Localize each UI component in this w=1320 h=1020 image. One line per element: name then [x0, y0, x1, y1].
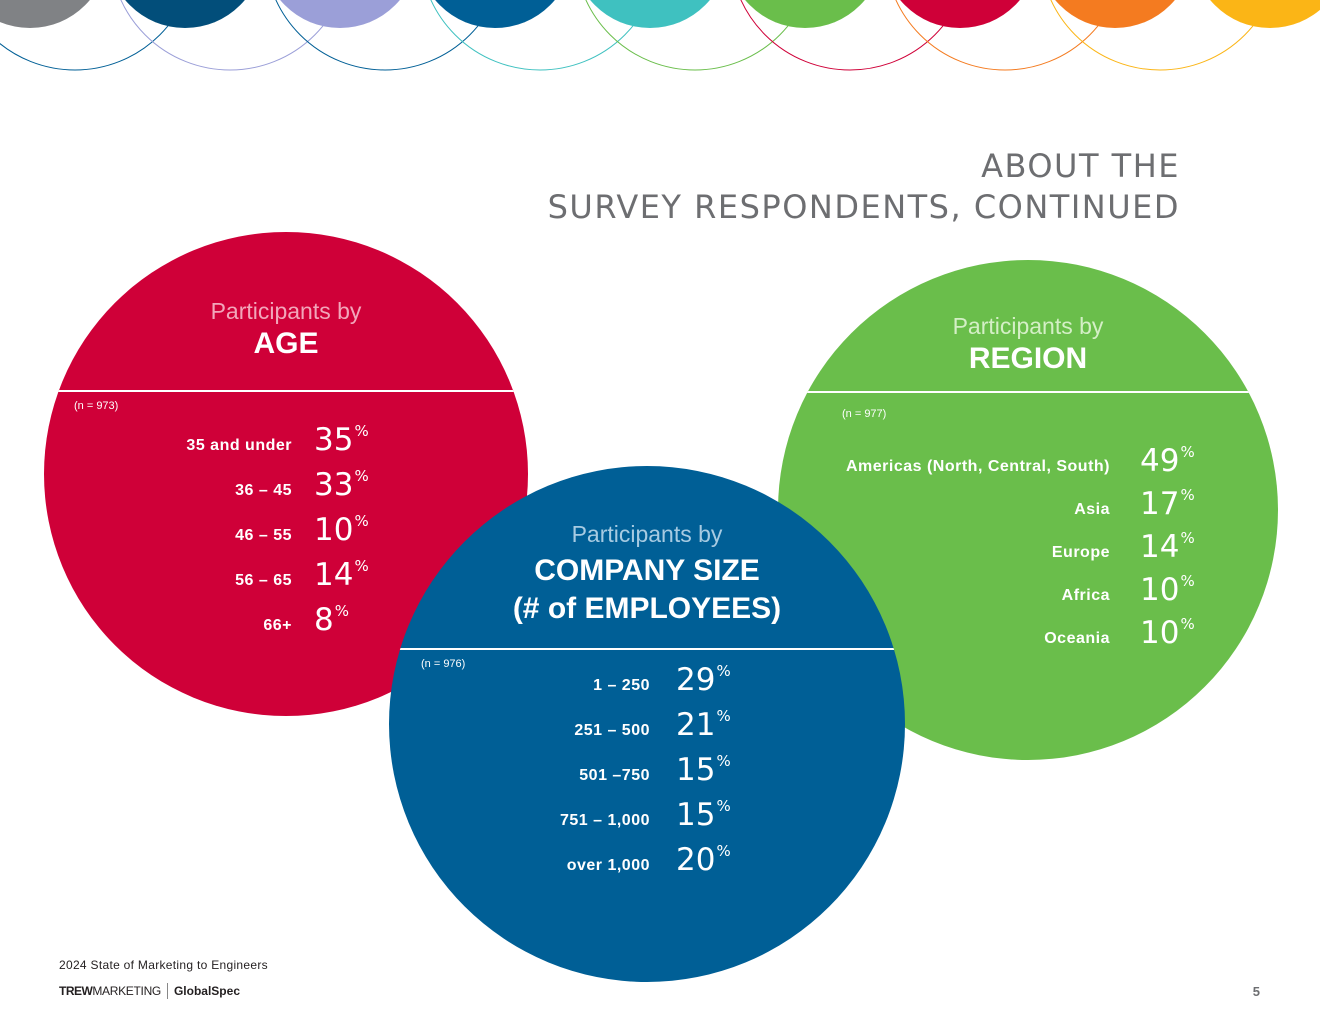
company-size-row: 1 – 250 [389, 662, 650, 702]
logo-divider [166, 982, 168, 999]
region-row-label: Europe [1051, 544, 1110, 561]
age-row: 46 – 55 [44, 512, 292, 552]
company-size-row-label: 251 – 500 [574, 722, 650, 739]
age-row-label: 36 – 45 [235, 482, 292, 499]
region-row: Europe [778, 529, 1110, 569]
company-size-row: 501 –750 [389, 752, 650, 792]
trew-marketing-logo: TREWMARKETING [59, 984, 161, 998]
region-row: Americas (North, Central, South) [778, 443, 1110, 483]
age-row: 36 – 45 [44, 467, 292, 507]
age-row-label: 35 and under [186, 437, 292, 454]
region-row-value: 10% [1140, 572, 1195, 608]
company-size-row-value: 15% [676, 797, 731, 833]
age-row-value: 10% [314, 512, 369, 548]
age-row-value: 14% [314, 557, 369, 593]
region-row-value: 10% [1140, 615, 1195, 651]
report-title: 2024 State of Marketing to Engineers [59, 958, 268, 972]
age-row: 66+ [44, 602, 292, 642]
page-title-line-2: SURVEY RESPONDENTS, CONTINUED [547, 188, 1180, 226]
company-size-heading-prefix: Participants by [571, 521, 723, 547]
age-heading-prefix: Participants by [210, 298, 362, 324]
footer-logos: TREWMARKETING GlobalSpec [59, 982, 240, 1000]
region-row-label: Americas (North, Central, South) [845, 458, 1110, 475]
region-heading-title: REGION [968, 342, 1088, 375]
age-row: 35 and under [44, 422, 292, 462]
company-size-row-label: 751 – 1,000 [559, 812, 650, 829]
age-row-label: 46 – 55 [235, 527, 292, 544]
company-size-heading-title-1: COMPANY SIZE [534, 554, 760, 587]
age-heading-title: AGE [253, 327, 319, 360]
company-size-row: over 1,000 [389, 842, 650, 882]
region-row: Asia [778, 486, 1110, 526]
age-divider [44, 390, 528, 392]
globalspec-logo: GlobalSpec [173, 984, 240, 998]
company-size-row: 751 – 1,000 [389, 797, 650, 837]
company-size-row-label: 501 –750 [579, 767, 650, 784]
page-title-line-1: ABOUT THE [981, 147, 1180, 185]
page-title: ABOUT THE SURVEY RESPONDENTS, CONTINUED [548, 146, 1180, 228]
company-size-row-label: over 1,000 [566, 857, 650, 874]
region-row-value: 17% [1140, 486, 1195, 522]
company-size-heading-title-2: (# of EMPLOYEES) [512, 592, 782, 625]
company-size-row-value: 29% [676, 662, 731, 698]
company-size-row-value: 15% [676, 752, 731, 788]
region-row-value: 14% [1140, 529, 1195, 565]
company-size-circle: Participants by COMPANY SIZE (# of EMPLO… [389, 466, 905, 982]
company-size-row-value: 21% [676, 707, 731, 743]
region-sample-size: (n = 977) [842, 408, 887, 420]
page-number: 5 [1252, 984, 1260, 999]
age-row-value: 8% [314, 602, 349, 638]
age-heading: Participants by AGE [44, 297, 528, 363]
company-size-sample-size: (n = 976) [421, 658, 466, 670]
company-size-row-value: 20% [676, 842, 731, 878]
age-row-value: 35% [314, 422, 369, 458]
region-row-value: 49% [1140, 443, 1195, 479]
region-row: Oceania [778, 615, 1110, 655]
region-heading-prefix: Participants by [952, 313, 1104, 339]
age-row-value: 33% [314, 467, 369, 503]
decorative-circle-band [0, 0, 1320, 71]
region-row: Africa [778, 572, 1110, 612]
region-row-label: Asia [1074, 501, 1110, 518]
region-heading: Participants by REGION [778, 312, 1278, 378]
company-size-divider [389, 648, 905, 650]
region-divider [778, 391, 1278, 393]
age-row-label: 66+ [263, 617, 292, 634]
region-row-label: Africa [1061, 587, 1110, 604]
age-row: 56 – 65 [44, 557, 292, 597]
company-size-row: 251 – 500 [389, 707, 650, 747]
age-sample-size: (n = 973) [74, 400, 119, 412]
region-row-label: Oceania [1044, 630, 1110, 647]
age-row-label: 56 – 65 [235, 572, 292, 589]
company-size-heading: Participants by COMPANY SIZE (# of EMPLO… [389, 520, 905, 628]
company-size-row-label: 1 – 250 [593, 677, 650, 694]
